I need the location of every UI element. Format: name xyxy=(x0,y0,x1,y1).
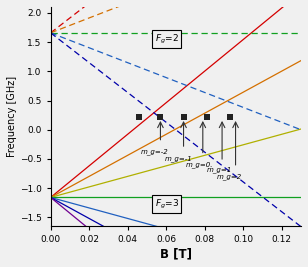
Text: $F_g\!=\!3$: $F_g\!=\!3$ xyxy=(155,198,179,211)
Text: m_g=1: m_g=1 xyxy=(207,167,232,173)
X-axis label: B [T]: B [T] xyxy=(160,247,192,260)
Text: $F_g\!=\!2$: $F_g\!=\!2$ xyxy=(155,33,179,46)
Text: m_g=-2: m_g=-2 xyxy=(141,148,169,155)
Y-axis label: Frequency [GHz]: Frequency [GHz] xyxy=(7,76,17,157)
Text: m_g=0.: m_g=0. xyxy=(185,161,213,167)
Text: m_g=2: m_g=2 xyxy=(216,174,241,180)
Text: m_g=-1: m_g=-1 xyxy=(164,155,192,162)
